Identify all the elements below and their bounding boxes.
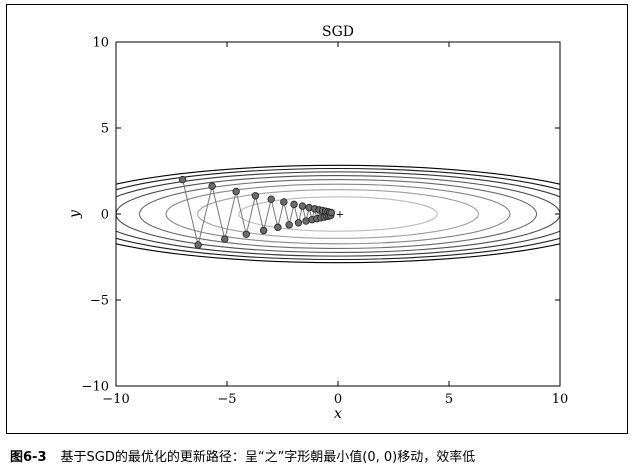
figure-number: 图6-3 bbox=[10, 450, 47, 465]
sgd-point bbox=[232, 187, 240, 196]
caption-text: 基于SGD的最优化的更新路径：呈“之”字形朝最小值(0, 0)移动，效率低 bbox=[60, 450, 476, 465]
sgd-point bbox=[267, 195, 275, 203]
contour-line bbox=[116, 171, 560, 257]
sgd-point bbox=[242, 230, 251, 238]
chart-title: SGD bbox=[322, 24, 354, 40]
sgd-path-line bbox=[182, 179, 332, 246]
x-axis-label: x bbox=[334, 406, 342, 422]
sgd-point bbox=[251, 192, 260, 200]
contour-line bbox=[197, 189, 479, 239]
sgd-point bbox=[298, 202, 307, 210]
sgd-chart: SGD + −10 −5 0 5 10 10 5 0 −5 −10 x y bbox=[67, 24, 568, 422]
y-tick-label: 0 bbox=[101, 208, 109, 223]
sgd-point bbox=[290, 200, 298, 209]
figure-frame: SGD + −10 −5 0 5 10 10 5 0 −5 −10 x y bbox=[6, 4, 628, 434]
sgd-point bbox=[285, 221, 293, 229]
contour-line bbox=[238, 196, 438, 232]
sgd-point bbox=[302, 217, 310, 225]
minimum-marker: + bbox=[336, 210, 344, 221]
sgd-point bbox=[194, 241, 202, 249]
sgd-point bbox=[178, 175, 187, 184]
x-tick-label: −10 bbox=[102, 392, 129, 407]
sgd-path bbox=[178, 175, 336, 249]
sgd-point bbox=[208, 182, 216, 190]
y-tick-label: 5 bbox=[101, 122, 109, 137]
x-tick-label: 0 bbox=[334, 392, 342, 407]
sgd-point bbox=[274, 223, 282, 231]
sgd-point bbox=[280, 198, 288, 206]
y-tick-label: −5 bbox=[90, 294, 109, 309]
contour-line bbox=[116, 164, 560, 264]
x-tick-label: −5 bbox=[217, 392, 236, 407]
x-axis: −10 −5 0 5 10 bbox=[102, 42, 568, 407]
sgd-point bbox=[259, 226, 268, 235]
contour-line bbox=[116, 167, 560, 261]
x-tick-label: 5 bbox=[445, 392, 453, 407]
y-tick-label: −10 bbox=[82, 380, 109, 395]
sgd-point bbox=[294, 219, 303, 227]
contour-line bbox=[165, 183, 511, 245]
contour-line bbox=[138, 179, 538, 249]
y-axis-label: y bbox=[67, 209, 83, 219]
figure-caption: 图6-3 基于SGD的最优化的更新路径：呈“之”字形朝最小值(0, 0)移动，效率… bbox=[10, 446, 475, 465]
sgd-point bbox=[327, 208, 336, 217]
contour-lines bbox=[116, 164, 560, 264]
contour-line bbox=[116, 175, 560, 253]
y-axis: 10 5 0 −5 −10 bbox=[82, 36, 560, 395]
x-tick-label: 10 bbox=[552, 392, 569, 407]
sgd-point bbox=[221, 235, 229, 243]
y-tick-label: 10 bbox=[92, 36, 109, 51]
